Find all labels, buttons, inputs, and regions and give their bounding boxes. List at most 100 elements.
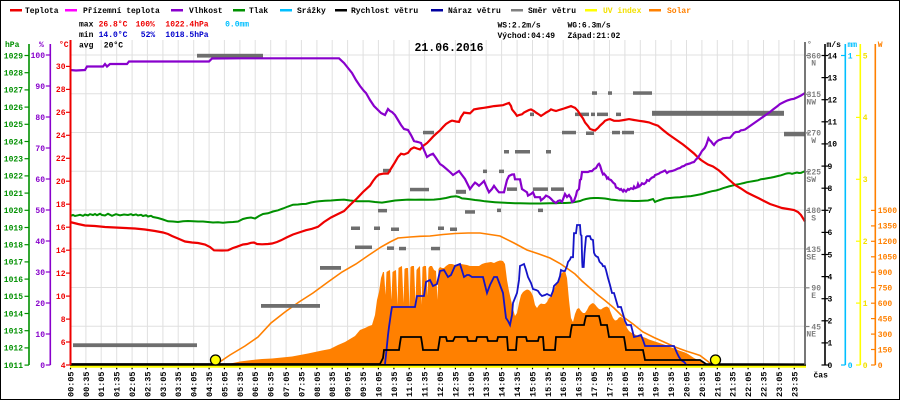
svg-text:315: 315 xyxy=(807,91,822,100)
svg-text:%: % xyxy=(39,41,44,50)
svg-text:18:35: 18:35 xyxy=(636,371,646,397)
svg-text:1015: 1015 xyxy=(4,293,23,302)
svg-text:W: W xyxy=(878,41,883,50)
svg-text:1029: 1029 xyxy=(4,52,23,61)
svg-text:čas: čas xyxy=(814,372,829,381)
svg-text:40: 40 xyxy=(35,238,45,247)
svg-text:Solar: Solar xyxy=(667,7,691,16)
svg-text:1020: 1020 xyxy=(4,207,23,216)
svg-text:1024: 1024 xyxy=(4,138,23,147)
svg-text:1017: 1017 xyxy=(4,259,23,268)
svg-text:NE: NE xyxy=(806,331,816,340)
svg-text:3: 3 xyxy=(863,176,868,185)
svg-text:450: 450 xyxy=(878,315,893,324)
svg-text:Teplota: Teplota xyxy=(25,7,59,16)
svg-text:14:35: 14:35 xyxy=(513,371,523,397)
svg-text:14.0°C: 14.0°C xyxy=(99,31,128,40)
svg-text:4: 4 xyxy=(863,114,868,123)
svg-text:1022.4hPa: 1022.4hPa xyxy=(165,21,208,30)
svg-text:21:05: 21:05 xyxy=(713,371,723,397)
svg-text:01:35: 01:35 xyxy=(113,371,123,397)
svg-text:14: 14 xyxy=(828,52,838,61)
svg-text:900: 900 xyxy=(878,269,893,278)
svg-text:UV index: UV index xyxy=(603,7,642,16)
svg-text:4: 4 xyxy=(828,273,833,282)
svg-text:24: 24 xyxy=(56,132,66,141)
svg-text:14: 14 xyxy=(56,247,66,256)
svg-text:28: 28 xyxy=(56,86,66,95)
svg-text:06:35: 06:35 xyxy=(267,371,277,397)
svg-text:SW: SW xyxy=(806,176,816,185)
svg-text:19:35: 19:35 xyxy=(667,371,677,397)
svg-text:21:35: 21:35 xyxy=(729,371,739,397)
svg-text:3: 3 xyxy=(828,296,833,305)
svg-text:225: 225 xyxy=(807,169,822,178)
svg-text:4: 4 xyxy=(61,362,66,371)
svg-text:16:05: 16:05 xyxy=(559,371,569,397)
svg-text:avg: avg xyxy=(79,42,94,51)
svg-text:9: 9 xyxy=(828,163,833,172)
svg-text:180: 180 xyxy=(807,207,822,216)
svg-text:1026: 1026 xyxy=(4,104,23,113)
svg-text:26.8°C: 26.8°C xyxy=(99,21,128,30)
svg-text:03:05: 03:05 xyxy=(159,371,169,397)
svg-text:80: 80 xyxy=(35,114,45,123)
svg-text:1014: 1014 xyxy=(4,310,23,319)
svg-text:12:05: 12:05 xyxy=(436,371,446,397)
svg-text:1: 1 xyxy=(828,340,833,349)
svg-text:NW: NW xyxy=(806,98,816,107)
svg-text:16:35: 16:35 xyxy=(575,371,585,397)
svg-text:6: 6 xyxy=(61,339,66,348)
svg-text:Přízemní teplota: Přízemní teplota xyxy=(83,7,160,16)
svg-text:02:05: 02:05 xyxy=(128,371,138,397)
svg-text:°C: °C xyxy=(59,41,69,50)
svg-text:WG:6.3m/s: WG:6.3m/s xyxy=(568,22,611,31)
svg-text:10:05: 10:05 xyxy=(374,371,384,397)
svg-text:60: 60 xyxy=(35,176,45,185)
svg-text:°: ° xyxy=(807,41,812,50)
svg-text:10: 10 xyxy=(35,331,45,340)
svg-text:1027: 1027 xyxy=(4,87,23,96)
svg-text:70: 70 xyxy=(35,145,45,154)
svg-text:17:05: 17:05 xyxy=(590,371,600,397)
svg-text:52%: 52% xyxy=(141,31,156,40)
svg-text:11: 11 xyxy=(828,119,838,128)
svg-text:00:35: 00:35 xyxy=(82,371,92,397)
svg-text:1012: 1012 xyxy=(4,345,23,354)
svg-text:26: 26 xyxy=(56,109,66,118)
svg-text:270: 270 xyxy=(807,130,822,139)
svg-text:WS:2.2m/s: WS:2.2m/s xyxy=(498,22,541,31)
svg-text:Náraz větru: Náraz větru xyxy=(448,7,501,16)
svg-text:20:05: 20:05 xyxy=(683,371,693,397)
svg-text:1: 1 xyxy=(848,52,853,61)
svg-text:13:05: 13:05 xyxy=(467,371,477,397)
svg-text:600: 600 xyxy=(878,300,893,309)
svg-text:08:35: 08:35 xyxy=(328,371,338,397)
svg-text:30: 30 xyxy=(35,269,45,278)
svg-text:08:05: 08:05 xyxy=(313,371,323,397)
svg-text:09:05: 09:05 xyxy=(344,371,354,397)
svg-text:22: 22 xyxy=(56,155,66,164)
svg-text:1013: 1013 xyxy=(4,328,23,337)
svg-text:50: 50 xyxy=(35,207,45,216)
svg-text:0: 0 xyxy=(863,362,868,371)
svg-text:N: N xyxy=(811,60,816,69)
svg-text:21.06.2016: 21.06.2016 xyxy=(414,42,483,55)
svg-text:8: 8 xyxy=(828,185,833,194)
svg-text:360: 360 xyxy=(807,52,822,61)
svg-text:2: 2 xyxy=(828,318,833,327)
svg-text:16: 16 xyxy=(56,224,66,233)
svg-text:1050: 1050 xyxy=(878,254,897,263)
svg-text:04:35: 04:35 xyxy=(205,371,215,397)
svg-text:22:05: 22:05 xyxy=(744,371,754,397)
svg-text:15:35: 15:35 xyxy=(544,371,554,397)
svg-text:max: max xyxy=(79,21,94,30)
svg-text:300: 300 xyxy=(878,331,893,340)
svg-text:0: 0 xyxy=(828,362,833,371)
svg-text:100%: 100% xyxy=(136,21,155,30)
svg-text:Východ:04:49: Východ:04:49 xyxy=(498,32,556,41)
svg-text:30: 30 xyxy=(56,63,66,72)
svg-text:2: 2 xyxy=(863,238,868,247)
svg-text:Srážky: Srážky xyxy=(297,7,326,16)
svg-text:05:05: 05:05 xyxy=(220,371,230,397)
